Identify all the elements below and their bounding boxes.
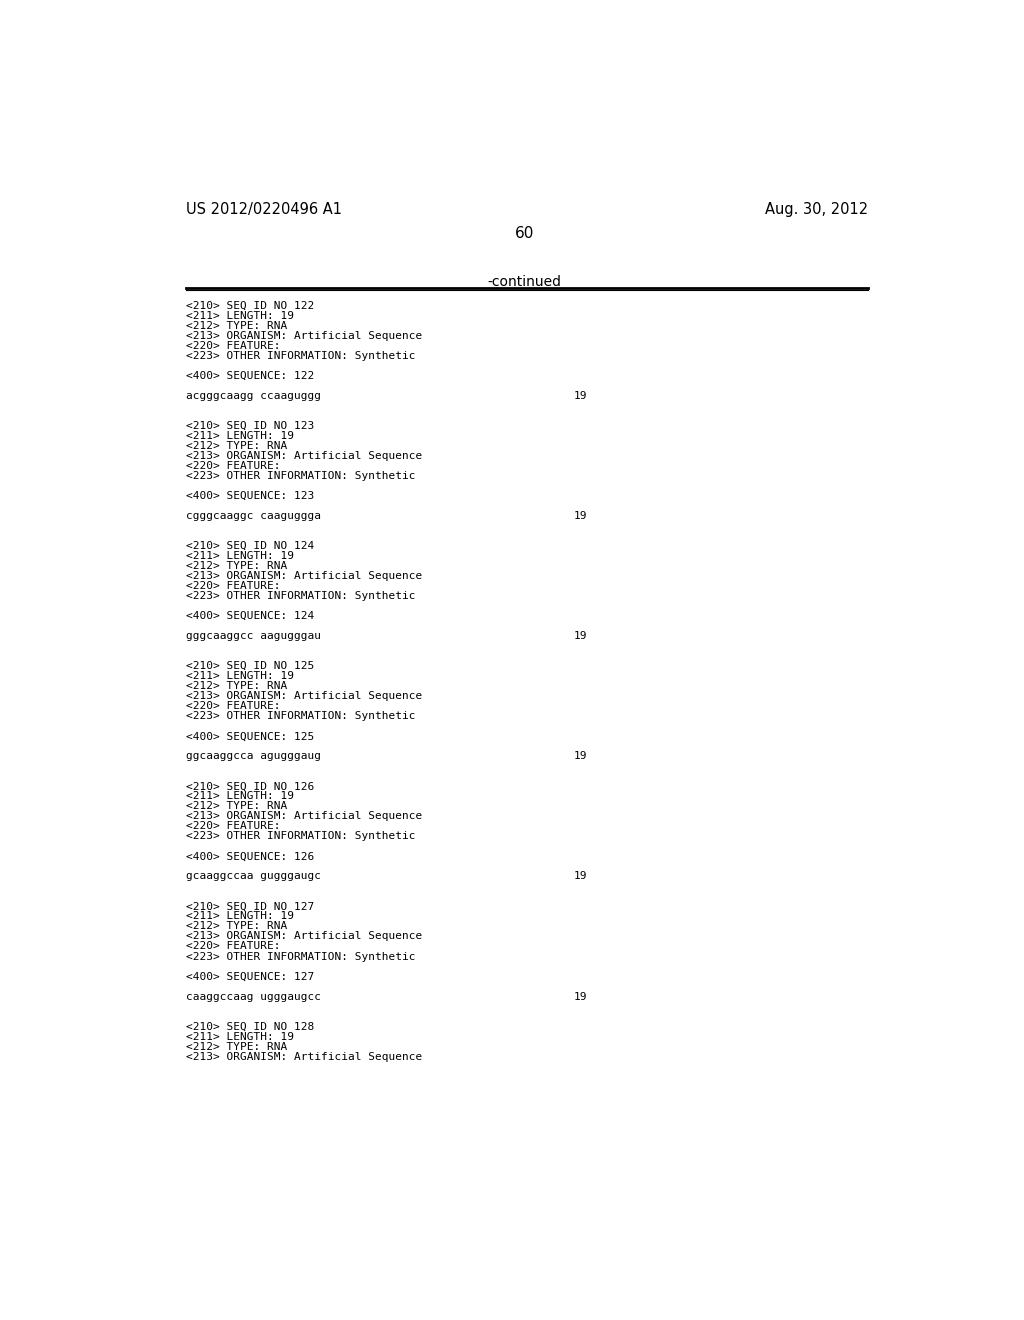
Text: <223> OTHER INFORMATION: Synthetic: <223> OTHER INFORMATION: Synthetic: [186, 832, 416, 841]
Text: <210> SEQ ID NO 126: <210> SEQ ID NO 126: [186, 781, 314, 791]
Text: <211> LENGTH: 19: <211> LENGTH: 19: [186, 312, 294, 321]
Text: 60: 60: [515, 226, 535, 242]
Text: <211> LENGTH: 19: <211> LENGTH: 19: [186, 430, 294, 441]
Text: acgggcaagg ccaaguggg: acgggcaagg ccaaguggg: [186, 391, 322, 401]
Text: <212> TYPE: RNA: <212> TYPE: RNA: [186, 681, 288, 692]
Text: <400> SEQUENCE: 122: <400> SEQUENCE: 122: [186, 371, 314, 381]
Text: <213> ORGANISM: Artificial Sequence: <213> ORGANISM: Artificial Sequence: [186, 812, 422, 821]
Text: <213> ORGANISM: Artificial Sequence: <213> ORGANISM: Artificial Sequence: [186, 1052, 422, 1061]
Text: <220> FEATURE:: <220> FEATURE:: [186, 821, 281, 832]
Text: <211> LENGTH: 19: <211> LENGTH: 19: [186, 671, 294, 681]
Text: <211> LENGTH: 19: <211> LENGTH: 19: [186, 792, 294, 801]
Text: <220> FEATURE:: <220> FEATURE:: [186, 461, 281, 471]
Text: <210> SEQ ID NO 128: <210> SEQ ID NO 128: [186, 1022, 314, 1031]
Text: ggcaaggcca agugggaug: ggcaaggcca agugggaug: [186, 751, 322, 762]
Text: <400> SEQUENCE: 124: <400> SEQUENCE: 124: [186, 611, 314, 622]
Text: gggcaaggcc aagugggau: gggcaaggcc aagugggau: [186, 631, 322, 642]
Text: <212> TYPE: RNA: <212> TYPE: RNA: [186, 1041, 288, 1052]
Text: <400> SEQUENCE: 123: <400> SEQUENCE: 123: [186, 491, 314, 502]
Text: <210> SEQ ID NO 123: <210> SEQ ID NO 123: [186, 421, 314, 430]
Text: <400> SEQUENCE: 125: <400> SEQUENCE: 125: [186, 731, 314, 742]
Text: <223> OTHER INFORMATION: Synthetic: <223> OTHER INFORMATION: Synthetic: [186, 591, 416, 601]
Text: <211> LENGTH: 19: <211> LENGTH: 19: [186, 552, 294, 561]
Text: US 2012/0220496 A1: US 2012/0220496 A1: [186, 202, 342, 218]
Text: <210> SEQ ID NO 125: <210> SEQ ID NO 125: [186, 661, 314, 671]
Text: 19: 19: [573, 871, 587, 882]
Text: <220> FEATURE:: <220> FEATURE:: [186, 581, 281, 591]
Text: 19: 19: [573, 391, 587, 401]
Text: <223> OTHER INFORMATION: Synthetic: <223> OTHER INFORMATION: Synthetic: [186, 471, 416, 480]
Text: <400> SEQUENCE: 126: <400> SEQUENCE: 126: [186, 851, 314, 862]
Text: <220> FEATURE:: <220> FEATURE:: [186, 341, 281, 351]
Text: <213> ORGANISM: Artificial Sequence: <213> ORGANISM: Artificial Sequence: [186, 572, 422, 581]
Text: <212> TYPE: RNA: <212> TYPE: RNA: [186, 321, 288, 331]
Text: <211> LENGTH: 19: <211> LENGTH: 19: [186, 1032, 294, 1041]
Text: <213> ORGANISM: Artificial Sequence: <213> ORGANISM: Artificial Sequence: [186, 331, 422, 341]
Text: <223> OTHER INFORMATION: Synthetic: <223> OTHER INFORMATION: Synthetic: [186, 952, 416, 961]
Text: <211> LENGTH: 19: <211> LENGTH: 19: [186, 911, 294, 921]
Text: <220> FEATURE:: <220> FEATURE:: [186, 941, 281, 952]
Text: <213> ORGANISM: Artificial Sequence: <213> ORGANISM: Artificial Sequence: [186, 932, 422, 941]
Text: <210> SEQ ID NO 122: <210> SEQ ID NO 122: [186, 301, 314, 310]
Text: 19: 19: [573, 991, 587, 1002]
Text: <223> OTHER INFORMATION: Synthetic: <223> OTHER INFORMATION: Synthetic: [186, 351, 416, 360]
Text: <210> SEQ ID NO 124: <210> SEQ ID NO 124: [186, 541, 314, 550]
Text: <223> OTHER INFORMATION: Synthetic: <223> OTHER INFORMATION: Synthetic: [186, 711, 416, 721]
Text: 19: 19: [573, 631, 587, 642]
Text: <210> SEQ ID NO 127: <210> SEQ ID NO 127: [186, 902, 314, 911]
Text: 19: 19: [573, 511, 587, 521]
Text: <213> ORGANISM: Artificial Sequence: <213> ORGANISM: Artificial Sequence: [186, 451, 422, 461]
Text: 19: 19: [573, 751, 587, 762]
Text: <220> FEATURE:: <220> FEATURE:: [186, 701, 281, 711]
Text: gcaaggccaa gugggaugc: gcaaggccaa gugggaugc: [186, 871, 322, 882]
Text: <212> TYPE: RNA: <212> TYPE: RNA: [186, 561, 288, 572]
Text: <213> ORGANISM: Artificial Sequence: <213> ORGANISM: Artificial Sequence: [186, 692, 422, 701]
Text: Aug. 30, 2012: Aug. 30, 2012: [765, 202, 868, 218]
Text: -continued: -continued: [487, 276, 562, 289]
Text: cgggcaaggc caaguggga: cgggcaaggc caaguggga: [186, 511, 322, 521]
Text: <212> TYPE: RNA: <212> TYPE: RNA: [186, 801, 288, 812]
Text: caaggccaag ugggaugcc: caaggccaag ugggaugcc: [186, 991, 322, 1002]
Text: <212> TYPE: RNA: <212> TYPE: RNA: [186, 441, 288, 451]
Text: <400> SEQUENCE: 127: <400> SEQUENCE: 127: [186, 972, 314, 982]
Text: <212> TYPE: RNA: <212> TYPE: RNA: [186, 921, 288, 932]
